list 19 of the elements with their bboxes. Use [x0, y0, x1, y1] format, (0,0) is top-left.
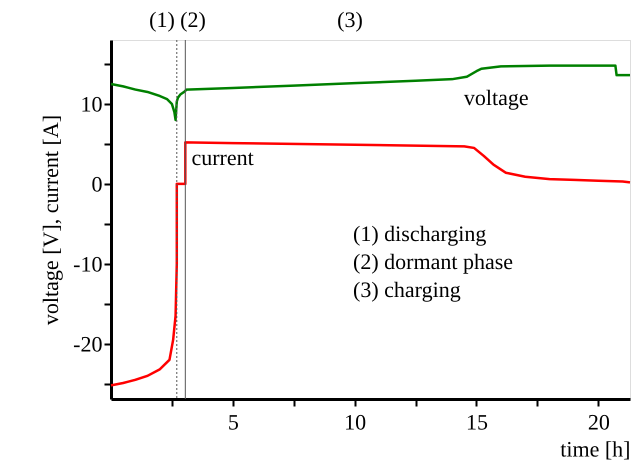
- text: (3): [337, 7, 363, 32]
- annotation: (3) charging: [353, 277, 461, 302]
- x-tick-label: 5: [228, 410, 239, 434]
- y-tick-label: -10: [73, 251, 102, 276]
- annotation: (2) dormant phase: [353, 249, 514, 274]
- x-axis-title: time [h]: [560, 436, 630, 462]
- x-tick-label: 10: [344, 410, 366, 434]
- series-label: current: [191, 145, 254, 170]
- y-tick-label: -20: [73, 331, 102, 356]
- line-series: [110, 64, 632, 122]
- y-axis-title: voltage [V], current [A]: [38, 114, 64, 326]
- x-tick-label: 15: [466, 410, 488, 434]
- x-tick-label: 20: [588, 410, 610, 434]
- text: (1): [149, 7, 175, 32]
- annotation: (1) discharging: [353, 221, 486, 246]
- series-label: voltage: [464, 85, 529, 110]
- text: (2): [180, 7, 206, 32]
- y-tick-label: 10: [80, 91, 102, 116]
- y-tick-label: 0: [92, 171, 102, 196]
